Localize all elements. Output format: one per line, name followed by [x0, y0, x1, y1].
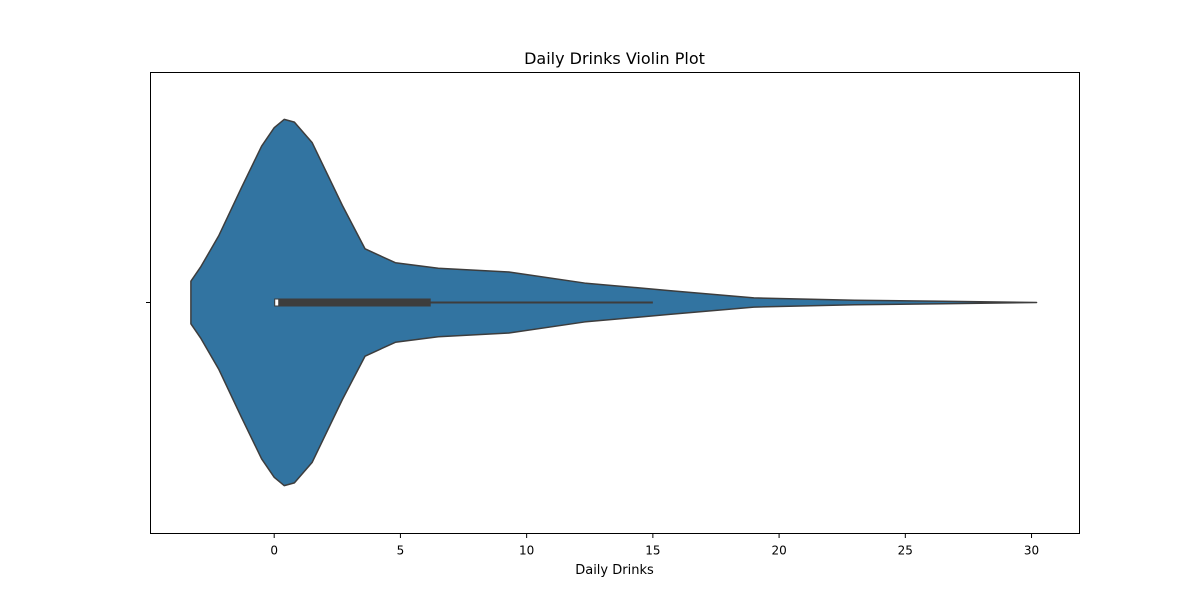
x-axis-label: Daily Drinks — [575, 563, 654, 578]
x-tick-label: 10 — [519, 544, 534, 558]
x-axis-ticks: 0 5 10 15 20 25 30 — [270, 533, 1039, 558]
x-tick-label: 15 — [645, 544, 660, 558]
x-tick-label: 20 — [771, 544, 786, 558]
box-median — [275, 299, 279, 306]
box-iqr — [274, 298, 431, 307]
x-tick-label: 0 — [270, 544, 278, 558]
x-tick-label: 30 — [1024, 544, 1039, 558]
x-tick-label: 25 — [898, 544, 913, 558]
box-layer — [274, 298, 653, 307]
chart-title: Daily Drinks Violin Plot — [524, 49, 705, 68]
x-tick-label: 5 — [397, 544, 405, 558]
